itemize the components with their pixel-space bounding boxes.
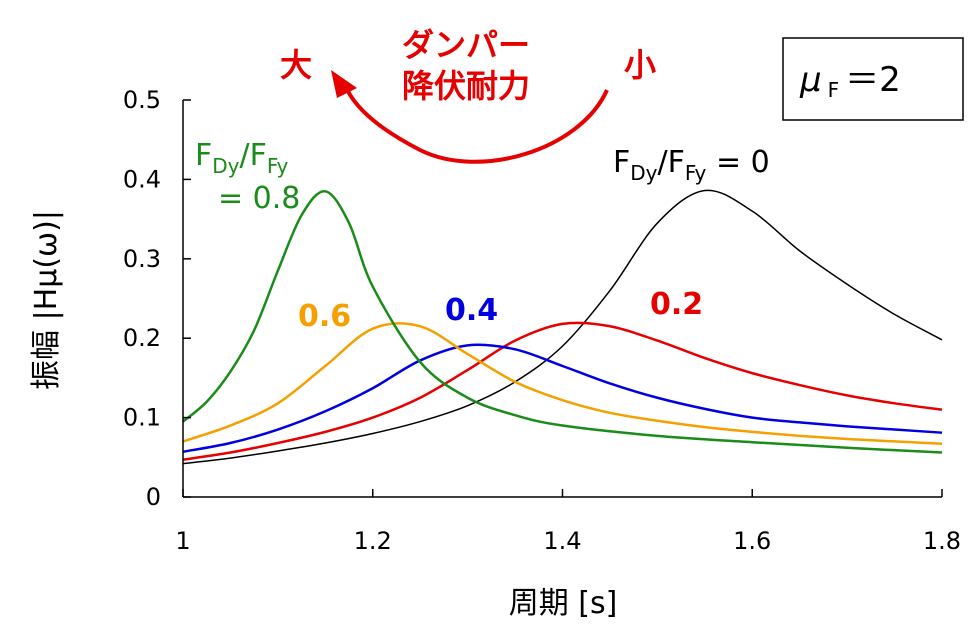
series-line-08 — [182, 190, 943, 454]
series-line-06 — [182, 322, 943, 446]
arrowhead-icon — [331, 70, 357, 98]
series-label-04: 0.4 — [445, 293, 498, 328]
mu-parameter-box: μ F ＝2 — [782, 37, 964, 121]
series-line-04 — [182, 343, 943, 453]
y-tick-label: 0.4 — [123, 165, 161, 193]
svg-text:μF＝2: μ F ＝2 — [799, 60, 901, 102]
series-label-06: 0.6 — [298, 299, 351, 334]
damper-arrow-annotation: ダンパー 降伏耐力 大 小 — [280, 26, 656, 164]
mu-subscript: F — [828, 78, 840, 102]
arrow-title-line2: 降伏耐力 — [402, 67, 530, 105]
mu-value: ＝2 — [845, 60, 901, 100]
series-line-02 — [182, 321, 943, 461]
mu-symbol: μ — [799, 60, 822, 100]
y-tick-label: 0.3 — [123, 245, 161, 273]
x-tick-label: 1 — [175, 527, 190, 555]
arrow-title-line1: ダンパー — [402, 26, 530, 64]
series-label-02: 0.2 — [650, 287, 703, 322]
x-axis-title: 周期 [s] — [509, 586, 618, 621]
arrow-small-label: 小 — [624, 46, 656, 84]
series-label-08-line2: = 0.8 — [218, 181, 300, 216]
series-line-0 — [182, 189, 943, 465]
x-tick-label: 1.6 — [733, 527, 771, 555]
curved-arrow-icon — [343, 84, 609, 164]
series-label-08-line1: FDy/FFy — [195, 138, 289, 178]
y-tick-label: 0 — [146, 483, 161, 511]
y-axis-title: 振幅 |Hμ(ω)| — [29, 210, 64, 390]
series-label-0: FDy/FFy = 0 — [613, 145, 770, 185]
arrow-large-label: 大 — [280, 46, 312, 84]
x-tick-label: 1.4 — [543, 527, 581, 555]
x-tick-label: 1.8 — [923, 527, 961, 555]
ticks: 1 1.2 1.4 1.6 1.8 0 0.1 0.2 0.3 0.4 0.5 — [123, 86, 961, 555]
series-lines — [182, 189, 943, 465]
y-tick-label: 0.1 — [123, 404, 161, 432]
y-tick-label: 0.2 — [123, 324, 161, 352]
x-tick-label: 1.2 — [354, 527, 392, 555]
y-tick-label: 0.5 — [123, 86, 161, 114]
